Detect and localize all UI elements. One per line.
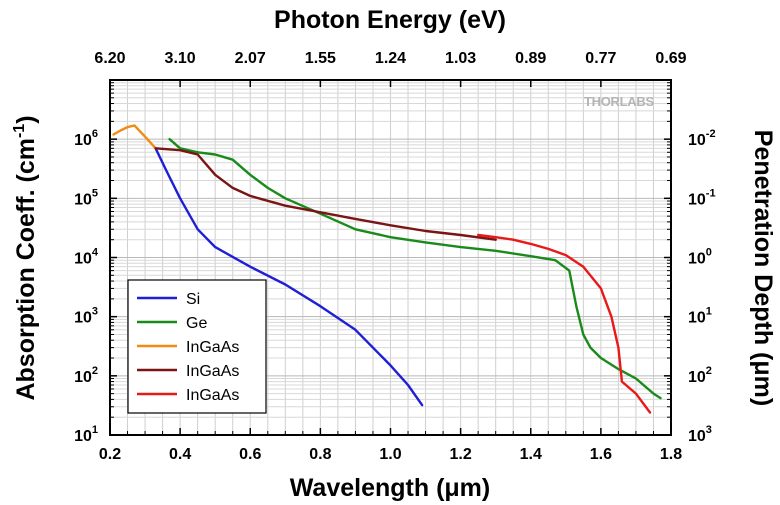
top-axis-title: Photon Energy (eV) <box>274 6 506 34</box>
x-tick-label: 0.8 <box>309 446 331 463</box>
y2-tick-label: 10-1 <box>688 187 716 208</box>
x-tick-label: 1.8 <box>660 446 682 463</box>
series-line-4 <box>154 147 497 241</box>
y-tick-base: 10 <box>74 428 92 445</box>
y2-axis-title: Penetration Depth (μm) <box>749 130 777 406</box>
top-tick-label: 2.07 <box>235 50 266 67</box>
y-axis-title-suffix: ) <box>12 115 40 123</box>
y-axis-title-superscript: -1 <box>11 124 28 138</box>
y-tick-base: 10 <box>74 251 92 268</box>
top-tick-label: 1.03 <box>445 50 476 67</box>
x-tick-label: 1.4 <box>520 446 542 463</box>
y-tick-label: 102 <box>74 365 98 386</box>
x-tick-label: 1.0 <box>379 446 401 463</box>
y2-tick-base: 10 <box>688 428 706 445</box>
y-tick-label: 105 <box>74 187 98 208</box>
legend-label: InGaAs <box>186 363 239 380</box>
x-tick-label: 0.2 <box>99 446 121 463</box>
y2-tick-base: 10 <box>688 191 706 208</box>
y2-tick-label: 10-2 <box>688 128 716 149</box>
y2-tick-base: 10 <box>688 251 706 268</box>
top-tick-label: 1.24 <box>375 50 406 67</box>
top-tick-label: 0.69 <box>655 50 686 67</box>
y2-tick-base: 10 <box>688 310 706 327</box>
y-tick-exponent: 1 <box>92 424 98 436</box>
y-tick-base: 10 <box>74 132 92 149</box>
legend-label: Ge <box>186 315 207 332</box>
y-tick-label: 106 <box>74 128 98 149</box>
y2-tick-exponent: -1 <box>706 187 716 199</box>
y2-tick-label: 102 <box>688 365 712 386</box>
legend-label: Si <box>186 291 200 308</box>
y-tick-exponent: 5 <box>92 187 98 199</box>
legend-label: InGaAs <box>186 339 239 356</box>
grid <box>110 80 671 435</box>
legend-label: InGaAs <box>186 387 239 404</box>
x-tick-label: 0.4 <box>169 446 191 463</box>
top-tick-label: 1.55 <box>305 50 336 67</box>
y-tick-exponent: 3 <box>92 306 98 318</box>
series-line-5 <box>477 233 652 414</box>
x-axis-title: Wavelength (μm) <box>290 474 491 502</box>
top-tick-label: 6.20 <box>94 50 125 67</box>
series-line-3 <box>112 124 157 150</box>
top-tick-label: 3.10 <box>165 50 196 67</box>
series-lines <box>112 124 662 414</box>
thorlabs-logo: THORLABS <box>584 94 654 109</box>
y-tick-base: 10 <box>74 369 92 386</box>
x-tick-label: 1.6 <box>590 446 612 463</box>
x-tick-label: 0.6 <box>239 446 261 463</box>
y2-tick-exponent: -2 <box>706 128 716 140</box>
y-axis-title-main: Absorption Coeff. (cm <box>12 138 40 401</box>
y-tick-label: 104 <box>74 247 99 268</box>
x-tick-label: 1.2 <box>450 446 472 463</box>
y-tick-base: 10 <box>74 310 92 327</box>
y2-tick-base: 10 <box>688 369 706 386</box>
y2-tick-exponent: 2 <box>706 365 712 377</box>
axes: 0.2 0.4 0.6 0.8 1.0 1.2 1.4 1.6 1.8 6.20 3.10 2.07 1… <box>74 50 716 463</box>
y2-tick-exponent: 1 <box>706 306 712 318</box>
y-tick-label: 103 <box>74 306 98 327</box>
y2-tick-base: 10 <box>688 132 706 149</box>
y-tick-base: 10 <box>74 191 92 208</box>
top-tick-label: 0.77 <box>585 50 616 67</box>
y2-tick-label: 100 <box>688 247 712 268</box>
y-tick-exponent: 2 <box>92 365 98 377</box>
y2-tick-label: 101 <box>688 306 712 327</box>
top-tick-label: 0.89 <box>515 50 546 67</box>
series-line-1 <box>154 147 424 407</box>
y-tick-exponent: 4 <box>92 247 99 259</box>
y2-tick-label: 103 <box>688 424 712 445</box>
y2-tick-exponent: 3 <box>706 424 712 436</box>
series-line-2 <box>168 138 662 400</box>
legend: Si Ge InGaAs InGaAs InGaAs <box>127 279 267 414</box>
y2-tick-exponent: 0 <box>706 247 712 259</box>
y-axis-title: Absorption Coeff. (cm-1) <box>11 115 40 400</box>
y-tick-label: 101 <box>74 424 98 445</box>
y-tick-exponent: 6 <box>92 128 98 140</box>
